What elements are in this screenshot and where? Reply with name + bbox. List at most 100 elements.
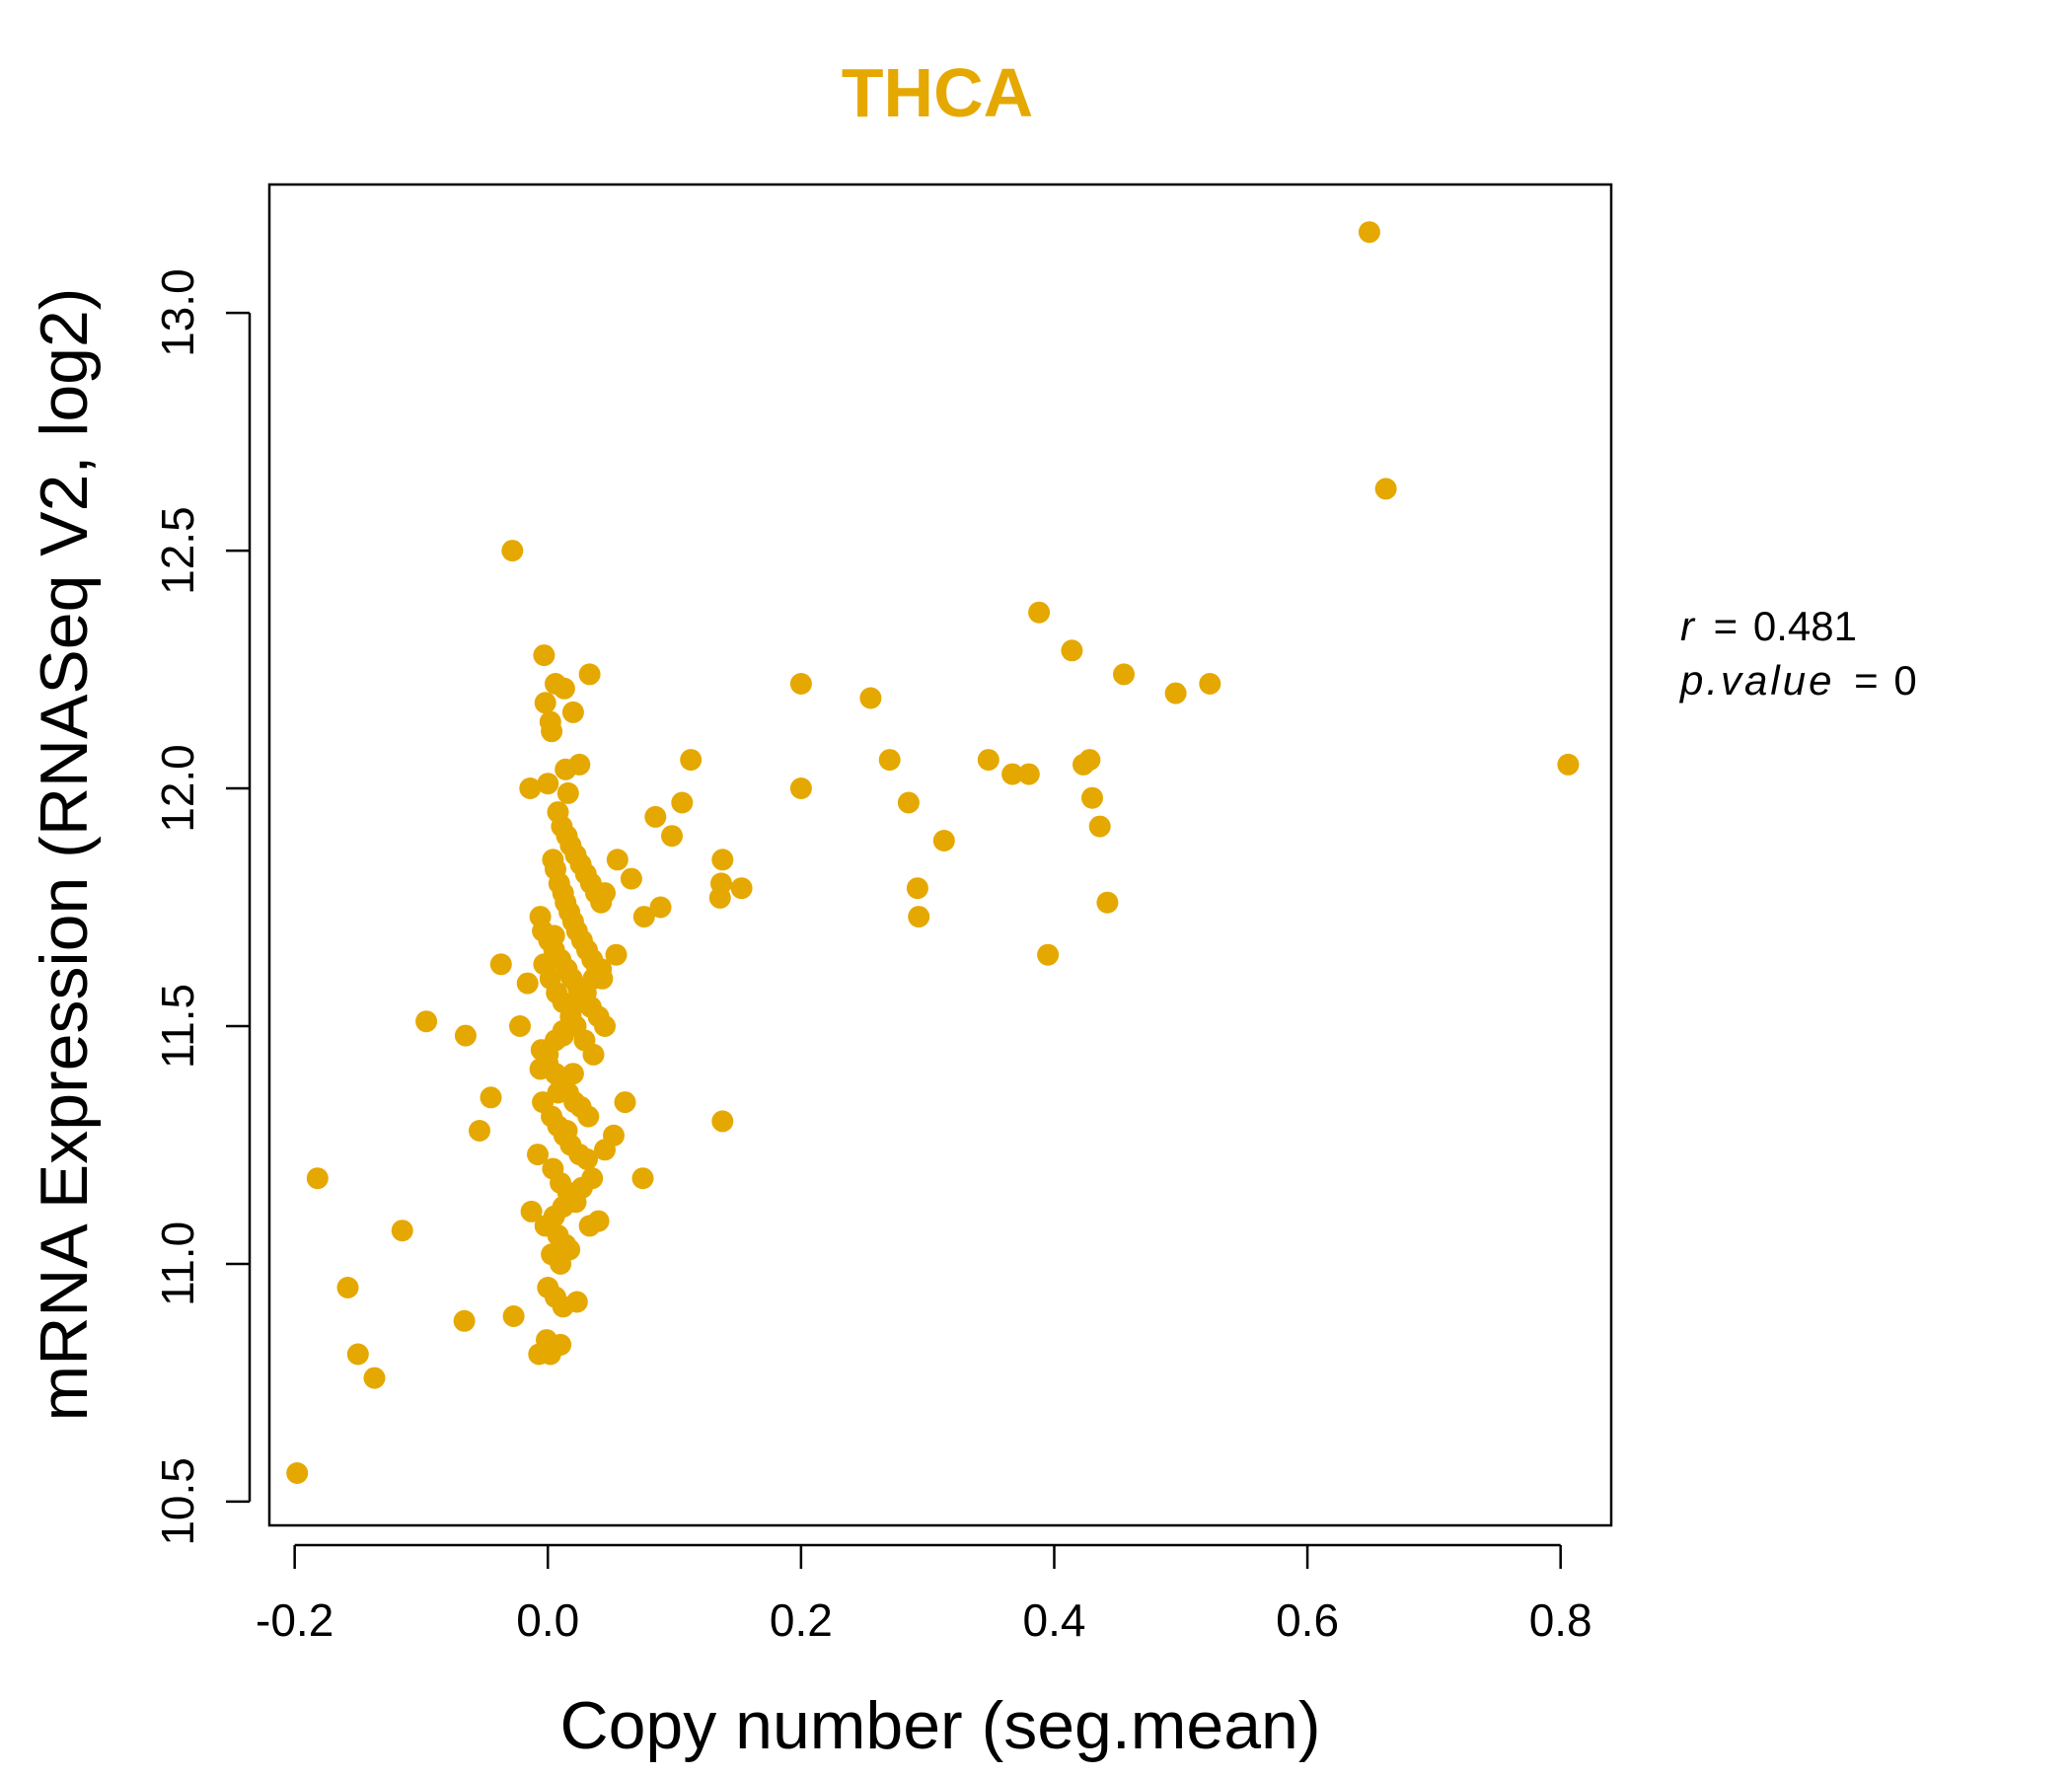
data-point	[545, 673, 566, 695]
data-point	[550, 1333, 572, 1356]
data-point	[1164, 682, 1187, 704]
data-point	[606, 849, 629, 871]
data-point	[564, 1191, 587, 1214]
y-tick-label: 10.5	[152, 1457, 203, 1546]
x-axis-label: Copy number (seg.mean)	[559, 1688, 1320, 1763]
data-point	[1001, 763, 1024, 785]
data-point	[708, 886, 731, 909]
chart-title: THCA	[842, 54, 1033, 131]
data-point	[541, 720, 563, 743]
data-point	[527, 1144, 549, 1166]
x-tick-label: 0.4	[1022, 1594, 1085, 1646]
data-point	[363, 1367, 386, 1389]
data-point	[561, 701, 584, 723]
data-point	[1037, 943, 1060, 966]
points-layer	[286, 221, 1580, 1484]
data-point	[558, 1238, 581, 1261]
data-point	[1088, 815, 1111, 838]
y-tick-label: 11.0	[152, 1221, 203, 1306]
data-point	[789, 777, 812, 799]
data-point	[415, 1010, 438, 1033]
x-tick-label: 0.0	[516, 1594, 579, 1646]
r-value: 0.481	[1753, 603, 1857, 649]
data-point	[480, 1086, 502, 1109]
data-point	[454, 1024, 477, 1047]
data-point	[1113, 663, 1135, 686]
x-tick-label: -0.2	[256, 1594, 333, 1646]
data-point	[614, 1091, 636, 1114]
data-point	[336, 1277, 359, 1298]
data-point	[561, 1063, 584, 1085]
data-point	[1199, 673, 1221, 695]
data-point	[537, 773, 559, 795]
data-point	[1028, 601, 1051, 624]
data-point	[306, 1167, 329, 1190]
x-tick-label: 0.8	[1529, 1594, 1592, 1646]
data-point	[520, 1200, 543, 1222]
data-point	[859, 687, 882, 709]
data-point	[565, 1291, 588, 1313]
data-point	[1017, 763, 1040, 785]
data-point	[547, 1081, 569, 1104]
data-point	[552, 1024, 574, 1047]
y-tick-label: 12.0	[152, 744, 203, 833]
y-axis: 10.5 11.0 11.5 12.0 12.5 13.0	[152, 268, 252, 1546]
data-point	[594, 1139, 616, 1161]
data-point	[533, 644, 555, 667]
data-point	[1374, 478, 1397, 500]
data-point	[711, 849, 734, 871]
data-point	[1358, 221, 1380, 244]
data-point	[568, 991, 591, 1013]
data-point	[576, 1147, 598, 1170]
plot-frame	[267, 183, 1613, 1527]
data-point	[556, 781, 579, 804]
data-point	[582, 1043, 605, 1066]
y-tick-label: 11.5	[152, 984, 203, 1069]
p-equals: =	[1854, 657, 1879, 703]
correlation-annotation: r = 0.481 p.value = 0	[1678, 603, 1917, 703]
data-point	[590, 891, 613, 914]
data-point	[578, 663, 601, 686]
data-point	[730, 877, 753, 900]
data-point	[489, 953, 512, 976]
y-tick-label: 12.5	[152, 506, 203, 595]
data-point	[469, 1120, 490, 1142]
data-point	[897, 791, 920, 814]
data-point	[1078, 749, 1101, 772]
data-point	[286, 1462, 309, 1484]
data-point	[605, 943, 628, 966]
data-point	[391, 1220, 413, 1242]
x-tick-label: 0.6	[1276, 1594, 1339, 1646]
y-axis-label: mRNA Expression (RNASeq V2, log2)	[27, 288, 102, 1422]
data-point	[346, 1343, 369, 1366]
p-label: p.value	[1678, 657, 1834, 703]
data-point	[644, 805, 667, 828]
data-point	[908, 906, 930, 928]
data-point	[501, 540, 524, 562]
data-point	[620, 867, 642, 890]
data-point	[543, 925, 565, 947]
data-point	[1096, 891, 1119, 914]
data-point	[516, 972, 539, 995]
data-point	[789, 673, 812, 695]
data-point	[555, 1120, 578, 1142]
data-point	[632, 906, 655, 928]
data-point	[906, 877, 928, 900]
data-point	[568, 753, 591, 776]
x-tick-label: 0.2	[770, 1594, 833, 1646]
data-point	[1061, 639, 1083, 662]
data-point	[587, 1210, 610, 1232]
data-point	[977, 749, 999, 772]
data-point	[534, 692, 556, 714]
data-point	[661, 825, 683, 848]
data-point	[680, 749, 703, 772]
data-point	[577, 1105, 600, 1128]
p-value: 0	[1893, 657, 1916, 703]
data-point	[519, 777, 542, 799]
data-point	[671, 791, 694, 814]
data-point	[528, 1343, 551, 1366]
data-point	[453, 1309, 476, 1332]
data-point	[1081, 786, 1103, 809]
data-point	[878, 749, 901, 772]
data-point	[509, 1015, 531, 1037]
